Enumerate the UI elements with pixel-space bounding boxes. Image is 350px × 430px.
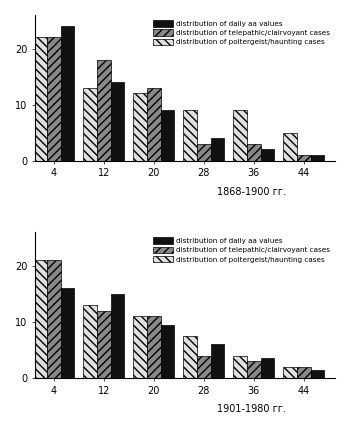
Bar	[111, 294, 124, 378]
Bar	[311, 155, 324, 160]
Bar	[97, 311, 111, 378]
Bar	[83, 305, 97, 378]
Bar	[97, 60, 111, 160]
Legend: distribution of daily aa values, distribution of telepathic/clairvoyant cases, d: distribution of daily aa values, distrib…	[152, 236, 331, 264]
Bar	[47, 260, 61, 378]
Bar	[83, 88, 97, 160]
Bar	[247, 361, 261, 378]
Bar	[33, 260, 47, 378]
X-axis label: 1901-1980 гг.: 1901-1980 гг.	[217, 404, 286, 414]
Bar	[197, 144, 211, 160]
Bar	[183, 336, 197, 378]
Bar	[183, 110, 197, 160]
Bar	[161, 110, 174, 160]
Legend: distribution of daily aa values, distribution of telepathic/clairvoyant cases, d: distribution of daily aa values, distrib…	[152, 18, 331, 47]
Bar	[247, 144, 261, 160]
Bar	[147, 316, 161, 378]
Bar	[147, 88, 161, 160]
Bar	[233, 110, 247, 160]
Bar	[61, 26, 75, 160]
Bar	[133, 93, 147, 160]
Bar	[197, 356, 211, 378]
Bar	[261, 358, 274, 378]
Bar	[61, 289, 75, 378]
Bar	[297, 155, 311, 160]
Bar	[211, 138, 224, 160]
Bar	[283, 367, 297, 378]
Bar	[233, 356, 247, 378]
Bar	[283, 132, 297, 160]
Bar	[311, 369, 324, 378]
Bar	[161, 325, 174, 378]
Bar	[211, 344, 224, 378]
Bar	[111, 82, 124, 160]
Bar	[133, 316, 147, 378]
X-axis label: 1868-1900 гг.: 1868-1900 гг.	[217, 187, 286, 197]
Bar	[261, 149, 274, 160]
Bar	[47, 37, 61, 160]
Bar	[33, 37, 47, 160]
Bar	[297, 367, 311, 378]
